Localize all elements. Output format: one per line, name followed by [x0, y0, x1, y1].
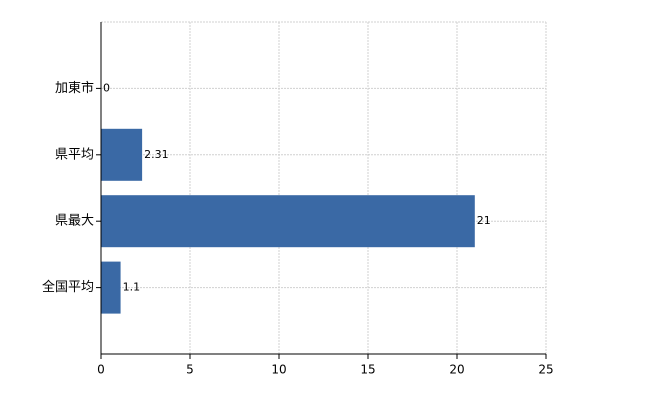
value-label: 21 — [477, 214, 491, 227]
x-tick-label: 10 — [271, 363, 286, 377]
bar — [101, 261, 121, 314]
y-tick-label: 加東市 — [55, 80, 94, 96]
x-tick-label: 20 — [449, 363, 464, 377]
bar — [101, 195, 475, 248]
x-tick-label: 25 — [538, 363, 553, 377]
value-label: 2.31 — [144, 148, 169, 161]
bar — [101, 128, 143, 181]
y-tick-label: 県平均 — [55, 147, 94, 162]
value-label: 1.1 — [123, 281, 141, 294]
x-tick-label: 5 — [186, 363, 194, 377]
x-tick-label: 0 — [97, 363, 105, 377]
y-tick-label: 全国平均 — [42, 279, 94, 295]
value-label: 0 — [103, 81, 110, 94]
y-tick-label: 県最大 — [55, 214, 94, 229]
x-tick-label: 15 — [360, 363, 375, 377]
